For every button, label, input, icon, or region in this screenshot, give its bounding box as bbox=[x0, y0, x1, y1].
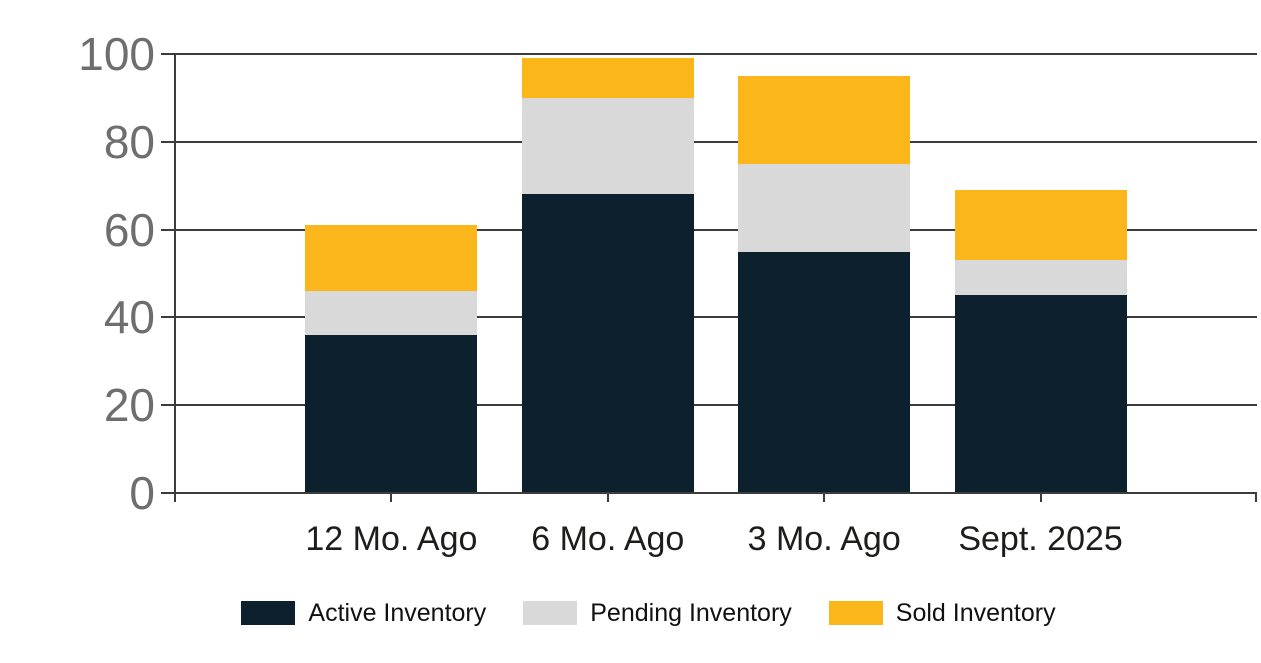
legend: Active Inventory Pending Inventory Sold In… bbox=[18, 598, 1261, 628]
legend-label: Active Inventory bbox=[308, 599, 487, 627]
x-axis-tick bbox=[606, 493, 609, 502]
y-axis-label: 40 bbox=[103, 291, 155, 344]
bar-segment-pending-inventory bbox=[954, 260, 1127, 296]
y-axis-line bbox=[174, 54, 176, 502]
x-axis-label: 6 Mo. Ago bbox=[531, 520, 685, 558]
legend-item-pending-inventory: Pending Inventory bbox=[523, 598, 792, 628]
bar-segment-sold-inventory bbox=[954, 190, 1127, 261]
x-axis-end-tick bbox=[1255, 493, 1257, 502]
legend-swatch-sold-inventory bbox=[828, 601, 883, 625]
x-axis-tick bbox=[390, 493, 393, 502]
x-axis-label: Sept. 2025 bbox=[958, 520, 1123, 558]
x-axis-tick bbox=[823, 493, 826, 502]
y-axis-label: 0 bbox=[129, 467, 155, 519]
bar-segment-pending-inventory bbox=[738, 163, 911, 252]
y-axis-label: 20 bbox=[103, 379, 155, 432]
x-axis-label: 12 Mo. Ago bbox=[305, 520, 478, 558]
gridline bbox=[161, 404, 1257, 407]
x-axis-tick bbox=[1039, 493, 1042, 502]
legend-label: Pending Inventory bbox=[590, 599, 792, 627]
x-axis-label: 3 Mo. Ago bbox=[747, 520, 901, 558]
legend-swatch-pending-inventory bbox=[523, 601, 578, 625]
bar-segment-active-inventory bbox=[954, 295, 1127, 493]
legend-item-active-inventory: Active Inventory bbox=[241, 598, 486, 628]
bar-segment-pending-inventory bbox=[521, 97, 694, 195]
gridline bbox=[161, 53, 1257, 55]
gridline bbox=[161, 316, 1257, 319]
bar-segment-active-inventory bbox=[738, 251, 911, 493]
legend-swatch-active-inventory bbox=[241, 601, 296, 625]
bar-segment-active-inventory bbox=[521, 194, 694, 493]
bar-segment-sold-inventory bbox=[521, 58, 694, 98]
y-axis-label: 80 bbox=[103, 115, 155, 168]
legend-item-sold-inventory: Sold Inventory bbox=[828, 598, 1056, 628]
bar-segment-pending-inventory bbox=[305, 291, 478, 335]
x-axis-line bbox=[161, 492, 1257, 494]
y-axis-label: 100 bbox=[78, 28, 155, 80]
bar-segment-sold-inventory bbox=[305, 225, 478, 292]
gridline bbox=[161, 228, 1257, 231]
legend-label: Sold Inventory bbox=[895, 599, 1056, 627]
bar-segment-active-inventory bbox=[305, 334, 478, 493]
bar-segment-sold-inventory bbox=[738, 75, 911, 164]
y-axis-label: 60 bbox=[103, 203, 155, 256]
gridline bbox=[161, 140, 1257, 143]
